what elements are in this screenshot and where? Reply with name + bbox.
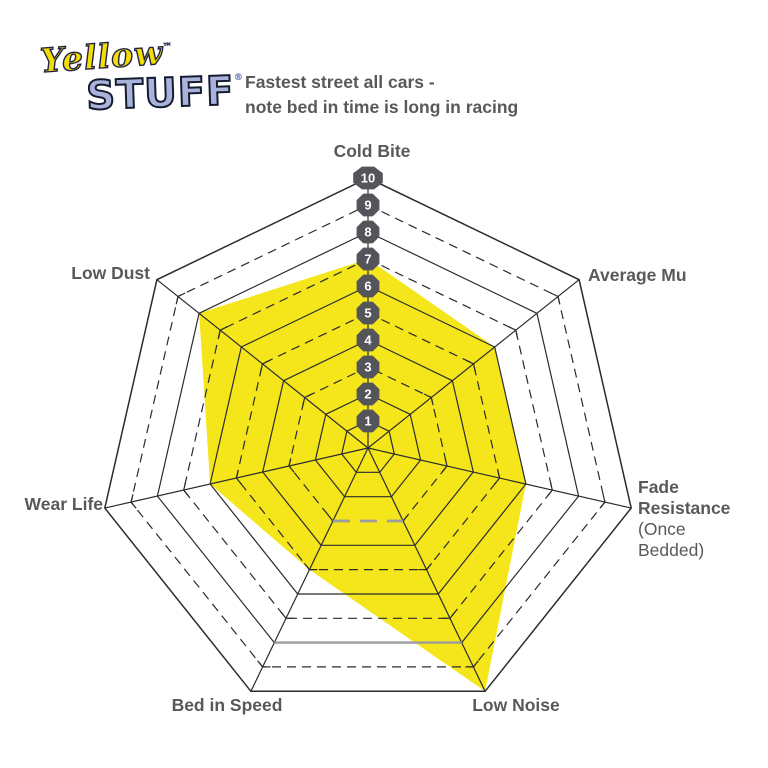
scale-badge-label-5: 5 <box>364 306 371 321</box>
scale-badge-label-8: 8 <box>364 225 371 240</box>
scale-badge-8 <box>356 220 380 244</box>
axis-label-low-dust: Low Dust <box>71 263 150 283</box>
ring-corner-tick <box>235 477 242 485</box>
ring-corner-tick <box>423 393 432 399</box>
ring-corner-tick <box>235 470 239 479</box>
grid-ring-7 <box>183 258 553 619</box>
ring-corner-tick <box>130 494 134 503</box>
axis-label-wear-life: Wear Life <box>24 494 103 514</box>
scale-badge-label-4: 4 <box>364 333 372 348</box>
ring-corner-tick <box>441 465 448 473</box>
scale-badge-4 <box>356 328 380 352</box>
axis-label-low-noise: Low Noise <box>472 695 560 715</box>
scale-badge-label-2: 2 <box>364 387 371 402</box>
scale-badge-5 <box>356 301 380 325</box>
scale-badge-label-10: 10 <box>361 171 375 186</box>
grid-ring-10 <box>103 177 633 693</box>
ring-corner-tick <box>304 393 313 399</box>
grid-spoke-1 <box>367 279 580 449</box>
ring-corner-tick <box>303 563 310 570</box>
axis-label-fade-resistance-sub: (Once Bedded) <box>638 519 705 560</box>
grid-ring-9 <box>130 204 606 668</box>
scale-badge-9 <box>356 193 380 217</box>
ring-corner-tick <box>288 458 292 467</box>
ring-corner-tick <box>549 482 553 491</box>
grid-spoke-4 <box>250 447 369 692</box>
scale-badge-2 <box>356 382 380 406</box>
scale-badge-label-1: 1 <box>364 414 371 429</box>
ring-corner-tick <box>175 296 179 305</box>
grid-spoke-5 <box>104 447 369 509</box>
subtitle-line1: Fastest street all cars - <box>245 72 435 92</box>
ring-corner-tick <box>327 514 334 522</box>
ring-corner-tick <box>497 470 501 479</box>
axis-label-fade-resistance-main: Fade Resistance <box>638 477 731 518</box>
grid-spoke-6 <box>156 279 369 449</box>
ring-corner-tick <box>183 482 187 491</box>
grid-spoke-2 <box>367 447 632 509</box>
grid-ring-5 <box>235 312 501 571</box>
scale-badge-label-9: 9 <box>364 198 371 213</box>
scale-badge-label-6: 6 <box>364 279 371 294</box>
ring-corner-tick <box>262 359 270 365</box>
scale-badge-10 <box>353 166 383 190</box>
ring-corner-tick <box>257 660 264 668</box>
grid-ring-2 <box>314 393 422 498</box>
scale-badge-1 <box>356 409 380 433</box>
ring-corner-tick <box>426 563 433 570</box>
ring-corner-tick <box>183 489 190 497</box>
axis-label-fade-resistance: Fade Resistance (Once Bedded) <box>638 477 756 561</box>
grid-spoke-3 <box>367 447 486 692</box>
ring-corner-tick <box>177 292 186 298</box>
ring-corner-tick <box>472 363 476 372</box>
ring-corner-tick <box>546 489 553 497</box>
scale-badge-3 <box>356 355 380 379</box>
scale-badge-label-7: 7 <box>364 252 371 267</box>
ring-corner-tick <box>466 359 474 365</box>
ring-corner-tick <box>280 611 287 619</box>
scale-badge-7 <box>356 247 380 271</box>
axis-label-cold-bite: Cold Bite <box>333 141 411 161</box>
axis-label-bed-in-speed: Bed in Speed <box>171 695 283 715</box>
radar-scale-badges: 1 2 3 4 5 6 7 8 9 10 <box>353 166 383 433</box>
ring-corner-tick <box>472 660 479 668</box>
ring-corner-tick <box>602 494 606 503</box>
axis-label-average-mu: Average Mu <box>588 265 687 285</box>
ring-corner-tick <box>449 611 456 619</box>
ring-corner-tick <box>217 330 221 339</box>
ring-corner-tick <box>599 501 606 509</box>
ring-corner-tick <box>402 514 409 522</box>
grid-ring-4 <box>262 339 474 546</box>
scale-badge-label-3: 3 <box>364 360 371 375</box>
subtitle-line2: note bed in time is long in racing <box>245 97 519 117</box>
grid-ring-1 <box>341 420 395 473</box>
ring-corner-tick <box>515 330 519 339</box>
ring-corner-tick <box>302 397 306 406</box>
chart-subtitle: Fastest street all cars - note bed in ti… <box>245 70 518 120</box>
ring-corner-tick <box>557 296 561 305</box>
ring-corner-tick <box>550 292 559 298</box>
radar-value-polygon <box>199 259 526 692</box>
radar-gray-segments <box>274 519 462 644</box>
ring-corner-tick <box>430 397 434 406</box>
ring-corner-tick <box>494 477 501 485</box>
ring-corner-tick <box>288 465 295 473</box>
ring-corner-tick <box>444 458 448 467</box>
scale-badge-6 <box>356 274 380 298</box>
ring-corner-tick <box>219 326 228 331</box>
ring-corner-tick <box>260 363 264 372</box>
ring-corner-tick <box>130 501 137 509</box>
ring-corner-tick <box>508 326 517 331</box>
grid-ring-6 <box>209 285 527 595</box>
value-area <box>199 259 526 692</box>
